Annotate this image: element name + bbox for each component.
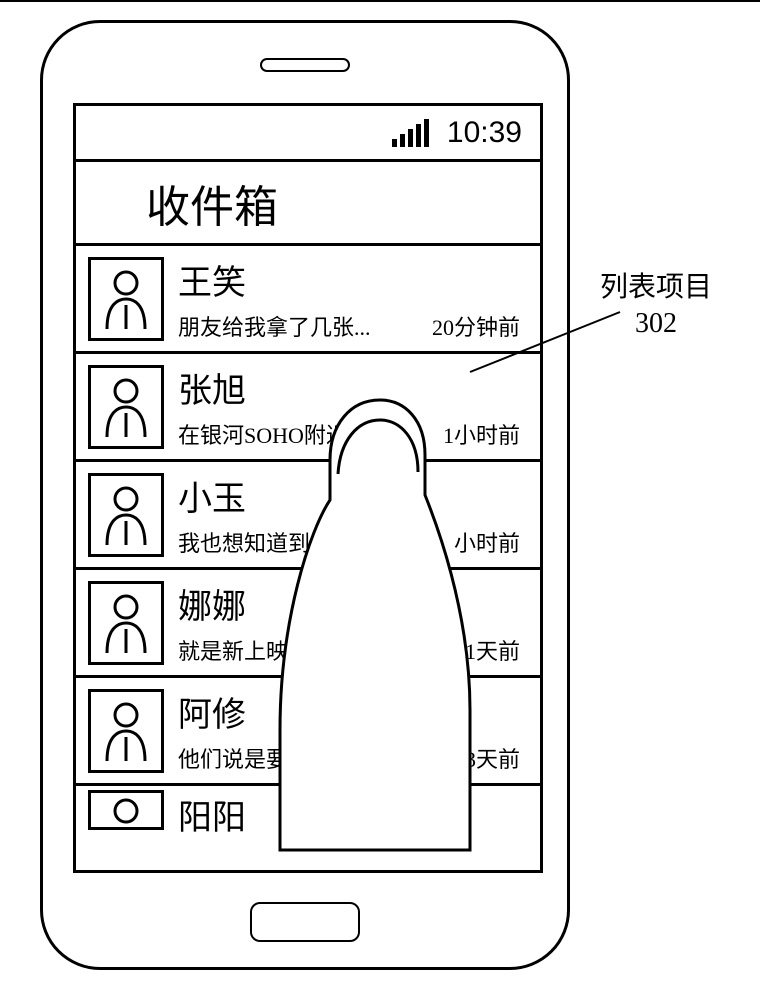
item-info: 娜娜 就是新上映 1天前: [178, 579, 528, 666]
message-list[interactable]: 王笑 朋友给我拿了几张... 20分钟前 张旭 在银河SOHO附近... 1小时…: [76, 246, 540, 834]
avatar-icon: [88, 790, 164, 830]
list-item[interactable]: 娜娜 就是新上映 1天前: [76, 570, 540, 678]
avatar-icon: [88, 257, 164, 341]
message-time: 20分钟前: [432, 310, 528, 342]
annotation-text: 列表项目: [600, 270, 712, 306]
sender-name: 张旭: [178, 363, 528, 412]
item-info: 阳阳: [178, 790, 528, 839]
avatar-icon: [88, 365, 164, 449]
annotation-label: 列表项目 302: [600, 270, 712, 343]
message-preview: 朋友给我拿了几张...: [178, 310, 371, 342]
list-item[interactable]: 小玉 我也想知道到底 小时前: [76, 462, 540, 570]
message-time: 3天前: [465, 742, 528, 774]
header-title: 收件箱: [146, 171, 278, 235]
phone-screen: 10:39 收件箱 王笑 朋友给我拿了几张... 20分钟前: [73, 103, 543, 873]
list-item[interactable]: 张旭 在银河SOHO附近... 1小时前: [76, 354, 540, 462]
item-info: 张旭 在银河SOHO附近... 1小时前: [178, 363, 528, 450]
list-item[interactable]: 阿修 他们说是要在那边... 3天前: [76, 678, 540, 786]
message-preview: 就是新上映: [178, 634, 288, 666]
message-preview: 在银河SOHO附近...: [178, 418, 364, 450]
message-preview: 他们说是要在那边...: [178, 742, 371, 774]
item-info: 小玉 我也想知道到底 小时前: [178, 471, 528, 558]
sender-name: 王笑: [178, 255, 528, 304]
sender-name: 阳阳: [178, 790, 528, 839]
message-time: 小时前: [454, 526, 528, 558]
avatar-icon: [88, 689, 164, 773]
phone-speaker: [260, 58, 350, 72]
signal-icon: [392, 119, 429, 147]
message-time: 1小时前: [443, 418, 528, 450]
annotation-ref: 302: [600, 306, 712, 342]
list-item[interactable]: 阳阳: [76, 786, 540, 834]
inbox-header: 收件箱: [76, 162, 540, 246]
home-button[interactable]: [250, 902, 360, 942]
avatar-icon: [88, 581, 164, 665]
list-item[interactable]: 王笑 朋友给我拿了几张... 20分钟前: [76, 246, 540, 354]
sender-name: 阿修: [178, 687, 528, 736]
status-bar: 10:39: [76, 106, 540, 162]
message-preview: 我也想知道到底: [178, 526, 332, 558]
status-time: 10:39: [447, 116, 522, 150]
sender-name: 娜娜: [178, 579, 528, 628]
item-info: 王笑 朋友给我拿了几张... 20分钟前: [178, 255, 528, 342]
avatar-icon: [88, 473, 164, 557]
item-info: 阿修 他们说是要在那边... 3天前: [178, 687, 528, 774]
phone-frame: 10:39 收件箱 王笑 朋友给我拿了几张... 20分钟前: [40, 20, 570, 970]
message-time: 1天前: [465, 634, 528, 666]
sender-name: 小玉: [178, 471, 528, 520]
